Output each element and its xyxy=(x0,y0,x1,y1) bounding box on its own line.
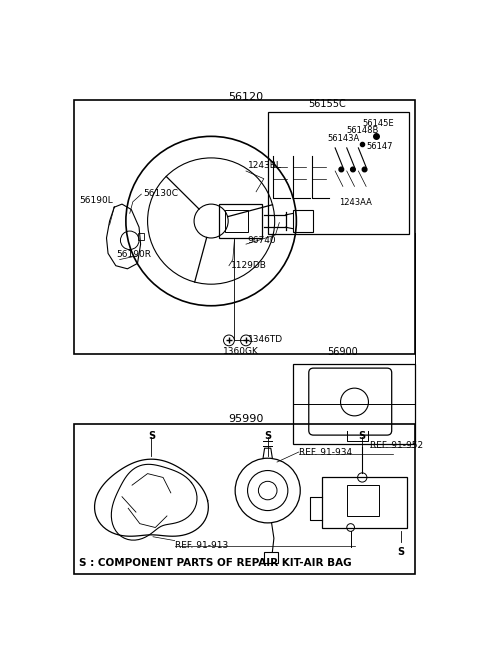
Text: 56190L: 56190L xyxy=(79,196,113,206)
Bar xyxy=(347,485,379,516)
Bar xyxy=(74,424,415,574)
Text: 56145E: 56145E xyxy=(362,119,394,128)
Text: REF. 91-913: REF. 91-913 xyxy=(175,540,228,550)
Text: 1129DB: 1129DB xyxy=(230,261,266,270)
Bar xyxy=(264,552,278,563)
Bar xyxy=(268,113,409,234)
Text: 1360GK: 1360GK xyxy=(223,346,259,356)
Bar xyxy=(293,210,312,232)
Text: 95990: 95990 xyxy=(228,413,264,424)
Bar xyxy=(322,477,407,527)
Text: 96740: 96740 xyxy=(248,236,276,246)
Text: 56155C: 56155C xyxy=(308,100,346,109)
Text: REF. 91-934: REF. 91-934 xyxy=(299,448,352,457)
Text: 56120: 56120 xyxy=(228,92,264,102)
Text: S: S xyxy=(397,547,405,557)
Bar xyxy=(225,210,248,232)
Text: S: S xyxy=(264,431,271,441)
Text: 1243BL: 1243BL xyxy=(248,161,281,170)
Circle shape xyxy=(339,167,344,172)
Bar xyxy=(292,364,415,444)
Text: S: S xyxy=(359,431,366,441)
Text: 56148B: 56148B xyxy=(347,126,379,136)
Text: 1243AA: 1243AA xyxy=(339,198,372,207)
Bar xyxy=(137,233,144,240)
Text: 56147: 56147 xyxy=(366,141,393,151)
Text: 56190R: 56190R xyxy=(116,250,151,259)
Text: 56130C: 56130C xyxy=(143,189,178,198)
Text: 56900: 56900 xyxy=(327,347,358,358)
Bar xyxy=(74,100,415,354)
Text: S: S xyxy=(148,431,155,441)
Circle shape xyxy=(350,167,355,172)
Text: REF. 91-952: REF. 91-952 xyxy=(370,441,423,449)
Text: 56143A: 56143A xyxy=(327,134,360,143)
Text: S : COMPONENT PARTS OF REPAIR KIT-AIR BAG: S : COMPONENT PARTS OF REPAIR KIT-AIR BA… xyxy=(79,557,352,567)
Text: 1346TD: 1346TD xyxy=(248,335,284,344)
Circle shape xyxy=(362,167,367,172)
